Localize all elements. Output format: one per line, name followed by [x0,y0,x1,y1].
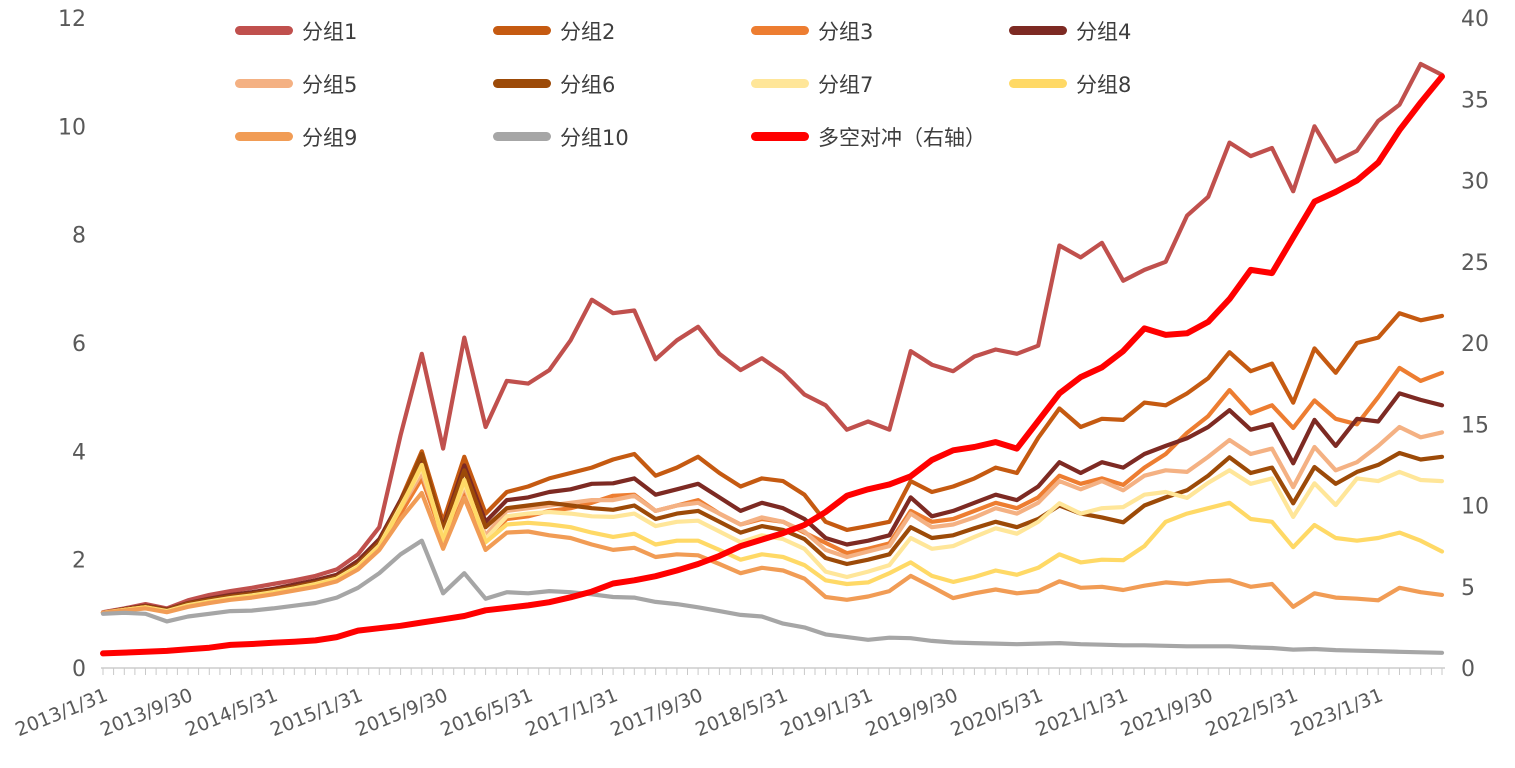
y-axis-right-tick-label: 5 [1461,576,1475,601]
x-axis-tick-label: 2015/1/31 [267,684,366,741]
series-line-group-9 [100,490,1445,615]
legend-item-group-6: 分组6 [493,57,751,110]
legend-swatch-icon [1009,79,1067,88]
x-axis-tick-label: 2013/9/30 [97,684,196,741]
x-axis-tick-label: 2016/5/31 [437,684,536,741]
legend-label: 分组7 [818,72,874,97]
legend-item-group-10: 分组10 [493,110,751,163]
series-line-group-1 [100,61,1445,615]
legend-label: 分组9 [302,125,358,150]
y-axis-right-tick-label: 40 [1461,7,1489,32]
y-axis-right-tick-label: 35 [1461,88,1489,113]
x-axis-tick-label: 2022/5/31 [1203,684,1302,741]
y-axis-left-tick-label: 10 [58,115,86,140]
y-axis-left-tick-label: 0 [72,657,86,682]
legend-label: 分组5 [302,72,358,97]
y-axis-left-tick-label: 2 [72,549,86,574]
legend-item-group-4: 分组4 [1009,4,1267,57]
y-axis-right-tick-label: 30 [1461,170,1489,195]
legend-label: 分组4 [1076,19,1132,44]
legend-label: 分组1 [302,19,358,44]
legend-item-group-1: 分组1 [235,4,493,57]
legend-swatch-icon [493,132,551,141]
x-axis-tick-label: 2014/5/31 [182,684,281,741]
x-axis-tick-label: 2020/5/31 [948,684,1047,741]
x-axis-tick-label: 2018/5/31 [692,684,791,741]
x-axis [101,667,1445,675]
legend-label: 分组2 [560,19,616,44]
x-axis-tick-label: 2013/1/31 [12,684,111,741]
legend: 分组1 分组2 分组3 分组4 分组5 分组6 分组7 分组8 分组9 分组10 多空对冲（右轴） [235,4,1267,163]
legend-swatch-icon [751,79,809,88]
legend-swatch-icon [1009,26,1067,35]
y-axis-right-labels: 0 5 10 15 20 25 30 35 40 [1461,7,1489,682]
y-axis-left-labels: 0 2 4 6 8 10 12 [58,7,86,682]
legend-label: 分组10 [560,125,629,150]
y-axis-left-tick-label: 4 [72,440,86,465]
legend-label: 分组8 [1076,72,1132,97]
legend-swatch-icon [751,132,809,141]
legend-item-group-5: 分组5 [235,57,493,110]
x-axis-tick-label: 2019/9/30 [863,684,962,741]
y-axis-right-tick-label: 25 [1461,251,1489,276]
y-axis-right-tick-label: 10 [1461,495,1489,520]
x-axis-tick-label: 2017/9/30 [607,684,706,741]
series-line-group-7 [100,465,1445,615]
legend-swatch-icon [235,132,293,141]
y-axis-left-tick-label: 8 [72,224,86,249]
series-lines [100,61,1445,657]
legend-item-hedge: 多空对冲（右轴） [751,110,1009,163]
y-axis-right-tick-label: 15 [1461,413,1489,438]
x-axis-tick-label: 2021/1/31 [1033,684,1132,741]
legend-item-group-8: 分组8 [1009,57,1267,110]
x-axis-tick-label: 2019/1/31 [777,684,876,741]
legend-item-group-9: 分组9 [235,110,493,163]
x-axis-tick-label: 2023/1/31 [1288,684,1387,741]
legend-item-group-2: 分组2 [493,4,751,57]
legend-swatch-icon [751,26,809,35]
series-line-group-3 [100,365,1445,615]
legend-swatch-icon [493,79,551,88]
x-axis-labels: 2013/1/312013/9/302014/5/312015/1/312015… [12,684,1386,741]
legend-swatch-icon [493,26,551,35]
legend-item-group-7: 分组7 [751,57,1009,110]
x-axis-tick-label: 2017/1/31 [522,684,621,741]
hedge-line [100,73,1445,657]
legend-label: 分组3 [818,19,874,44]
series-line-group-10 [100,538,1445,655]
legend-label: 分组6 [560,72,616,97]
legend-swatch-icon [235,26,293,35]
legend-label: 多空对冲（右轴） [818,125,986,150]
legend-item-group-3: 分组3 [751,4,1009,57]
y-axis-right-tick-label: 20 [1461,332,1489,357]
legend-swatch-icon [235,79,293,88]
x-axis-tick-label: 2021/9/30 [1118,684,1217,741]
x-axis-tick-label: 2015/9/30 [352,684,451,741]
y-axis-left-tick-label: 12 [58,7,86,32]
y-axis-left-tick-label: 6 [72,332,86,357]
y-axis-right-tick-label: 0 [1461,657,1475,682]
